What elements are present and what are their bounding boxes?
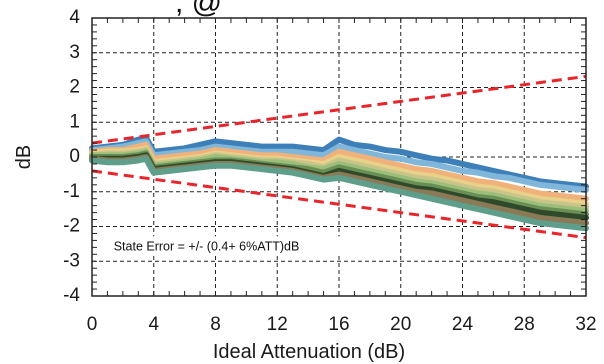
x-tick-label: 32 <box>575 314 596 335</box>
x-tick-label: 28 <box>514 314 535 335</box>
y-tick-label: 3 <box>69 42 80 63</box>
tick-marks <box>91 17 587 297</box>
series-line-2 <box>89 138 589 194</box>
y-axis-title: dB <box>13 145 35 169</box>
series-line-10 <box>89 155 589 232</box>
y-tick-label: -2 <box>63 216 80 237</box>
series-line-3 <box>89 141 589 202</box>
lower-limit-line <box>91 169 587 240</box>
limit-lines <box>91 74 587 240</box>
x-tick-label: 12 <box>267 314 288 335</box>
y-tick-label: 0 <box>69 146 80 167</box>
x-tick-label: 0 <box>87 314 98 335</box>
top-partial-text: , @ <box>175 0 222 19</box>
y-tick-label: -3 <box>63 250 80 271</box>
y-tick-label: -1 <box>63 181 80 202</box>
x-tick-label: 4 <box>148 314 159 335</box>
x-axis-title: Ideal Attenuation (dB) <box>213 341 405 363</box>
x-tick-label: 16 <box>328 314 349 335</box>
state-error-annotation: State Error = +/- (0.4+ 6%ATT)dB <box>114 239 300 253</box>
annotation-background <box>97 236 360 255</box>
x-tick-label: 20 <box>390 314 411 335</box>
y-tick-label: 1 <box>69 111 80 132</box>
y-tick-labels: 4 3 2 1 0 -1 -2 -3 -4 <box>63 7 80 306</box>
y-tick-label: 2 <box>69 77 80 98</box>
y-tick-label: -4 <box>63 285 80 306</box>
series-layer <box>89 134 589 232</box>
y-tick-label: 4 <box>69 7 80 28</box>
series-line-1 <box>89 134 589 190</box>
upper-limit-line <box>91 74 587 145</box>
x-tick-labels: 0 4 8 12 16 20 24 28 32 <box>87 314 597 335</box>
x-tick-label: 24 <box>452 314 474 335</box>
x-tick-label: 8 <box>210 314 221 335</box>
